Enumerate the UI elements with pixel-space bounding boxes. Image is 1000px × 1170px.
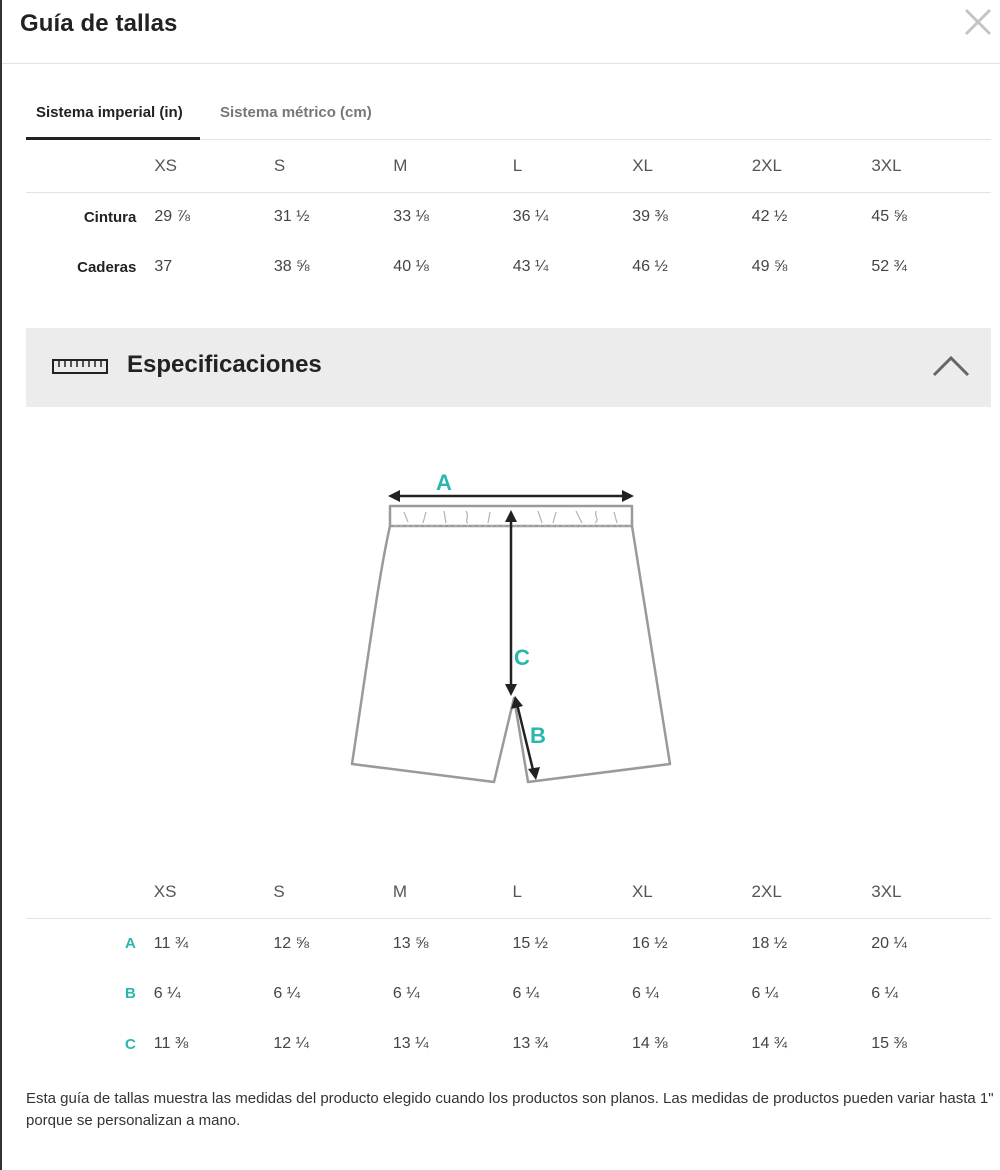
table-cell: 6 ¼ [153, 984, 181, 1002]
table-cell: 11 ¾ [153, 934, 189, 952]
row-label: Caderas [77, 258, 137, 276]
size-header: S [273, 881, 285, 901]
table-cell: 12 ⅝ [273, 934, 309, 952]
specifications-heading: Especificaciones [127, 351, 322, 378]
measure-arrow-b [511, 696, 540, 780]
table-row-b: B 6 ¼ 6 ¼ 6 ¼ 6 ¼ 6 ¼ 6 ¼ 6 ¼ [26, 969, 991, 1020]
table-cell: 6 ¼ [392, 984, 420, 1002]
header-spacer [26, 140, 154, 192]
size-header: M [392, 881, 408, 901]
ruler-icon [52, 359, 108, 374]
table-cell: 15 ½ [512, 934, 549, 952]
table-cell: 14 ¾ [751, 1035, 788, 1053]
table-cell: 33 ⅛ [393, 208, 429, 226]
table-cell: 20 ¼ [871, 934, 907, 952]
shorts-outline [350, 504, 672, 784]
size-header: 3XL [871, 155, 902, 175]
table-cell: 15 ⅜ [871, 1035, 907, 1053]
chevron-up-icon[interactable] [932, 354, 970, 378]
size-header: S [273, 155, 286, 175]
size-guide-note: Esta guía de tallas muestra las medidas … [26, 1090, 994, 1129]
table-row-caderas: Caderas 37 38 ⅝ 40 ⅛ 43 ¼ 46 ½ 49 ⅝ 52 ¾ [26, 242, 991, 292]
size-header: L [512, 155, 523, 175]
tab-metric[interactable]: Sistema métrico (cm) [220, 104, 372, 121]
diagram-label-c: C [514, 645, 530, 670]
table-cell: 16 ½ [631, 934, 668, 952]
table-cell: 13 ¼ [392, 1035, 429, 1053]
table-cell: 6 ¼ [871, 984, 898, 1002]
diagram-label-a: A [436, 470, 452, 495]
table-cell: 52 ¾ [871, 258, 907, 275]
measure-arrow-a [388, 490, 634, 502]
table-cell: 40 ⅛ [393, 258, 429, 275]
specifications-toggle[interactable]: Especificaciones [26, 328, 991, 407]
body-measurements-table: XS S M L XL 2XL 3XL Cintura 29 ⅞ 31 ½ 33… [26, 140, 991, 292]
table-cell: 6 ¼ [631, 984, 659, 1002]
row-label: Cintura [83, 208, 137, 226]
size-header: XS [153, 881, 177, 901]
table-cell: 13 ⅝ [392, 934, 429, 952]
size-header: M [393, 155, 408, 175]
table-cell: 39 ⅜ [632, 208, 668, 226]
table-cell: 42 ½ [751, 208, 788, 226]
table-cell: 45 ⅝ [871, 208, 907, 226]
table-cell: 29 ⅞ [154, 208, 190, 226]
size-header: 3XL [871, 881, 902, 901]
tab-imperial[interactable]: Sistema imperial (in) [26, 88, 200, 140]
row-label: C [124, 1035, 136, 1053]
table-cell: 13 ¾ [512, 1035, 549, 1053]
size-header: L [512, 881, 522, 901]
measure-arrow-c [505, 510, 517, 696]
unit-tabs: Sistema imperial (in) Sistema métrico (c… [26, 88, 991, 140]
table-row-a: A 11 ¾ 12 ⅝ 13 ⅝ 15 ½ 16 ½ 18 ½ 20 ¼ [26, 918, 991, 969]
table-row-c: C 11 ⅜ 12 ¼ 13 ¼ 13 ¾ 14 ⅜ 14 ¾ 15 ⅜ [26, 1019, 991, 1070]
waistband-stitching [394, 510, 630, 527]
close-icon[interactable] [960, 4, 996, 40]
table-cell: 36 ¼ [512, 208, 549, 226]
size-header-row: XS S M L XL 2XL 3XL [26, 866, 991, 918]
specifications-table: XS S M L XL 2XL 3XL A 11 ¾ 12 ⅝ 13 ⅝ 15 … [26, 866, 991, 1070]
table-cell: 14 ⅜ [631, 1035, 668, 1053]
table-cell: 12 ¼ [273, 1035, 309, 1053]
table-row-cintura: Cintura 29 ⅞ 31 ½ 33 ⅛ 36 ¼ 39 ⅜ 42 ½ 45… [26, 192, 991, 242]
shorts-diagram: A C B [350, 470, 672, 784]
diagram-label-b: B [530, 723, 546, 748]
modal-header: Guía de tallas [2, 0, 1000, 64]
table-cell: 6 ¼ [751, 984, 779, 1002]
table-cell: 18 ½ [751, 934, 788, 952]
table-cell: 31 ½ [273, 208, 310, 226]
size-header: 2XL [751, 155, 782, 175]
table-cell: 43 ¼ [512, 258, 549, 275]
modal-title: Guía de tallas [20, 10, 178, 37]
size-header: XS [154, 155, 178, 175]
table-cell: 49 ⅝ [751, 258, 788, 275]
table-cell: 37 [154, 258, 173, 275]
table-cell: 6 ¼ [512, 984, 540, 1002]
size-header: XL [631, 881, 653, 901]
row-label: A [124, 935, 136, 952]
table-cell: 11 ⅜ [153, 1035, 189, 1053]
header-spacer [26, 866, 154, 918]
table-cell: 38 ⅝ [273, 258, 310, 275]
size-header: XL [632, 155, 653, 175]
size-header-row: XS S M L XL 2XL 3XL [26, 140, 991, 192]
size-header: 2XL [751, 881, 782, 901]
table-cell: 46 ½ [632, 258, 668, 275]
table-cell: 6 ¼ [273, 984, 301, 1002]
row-label: B [124, 985, 136, 1003]
